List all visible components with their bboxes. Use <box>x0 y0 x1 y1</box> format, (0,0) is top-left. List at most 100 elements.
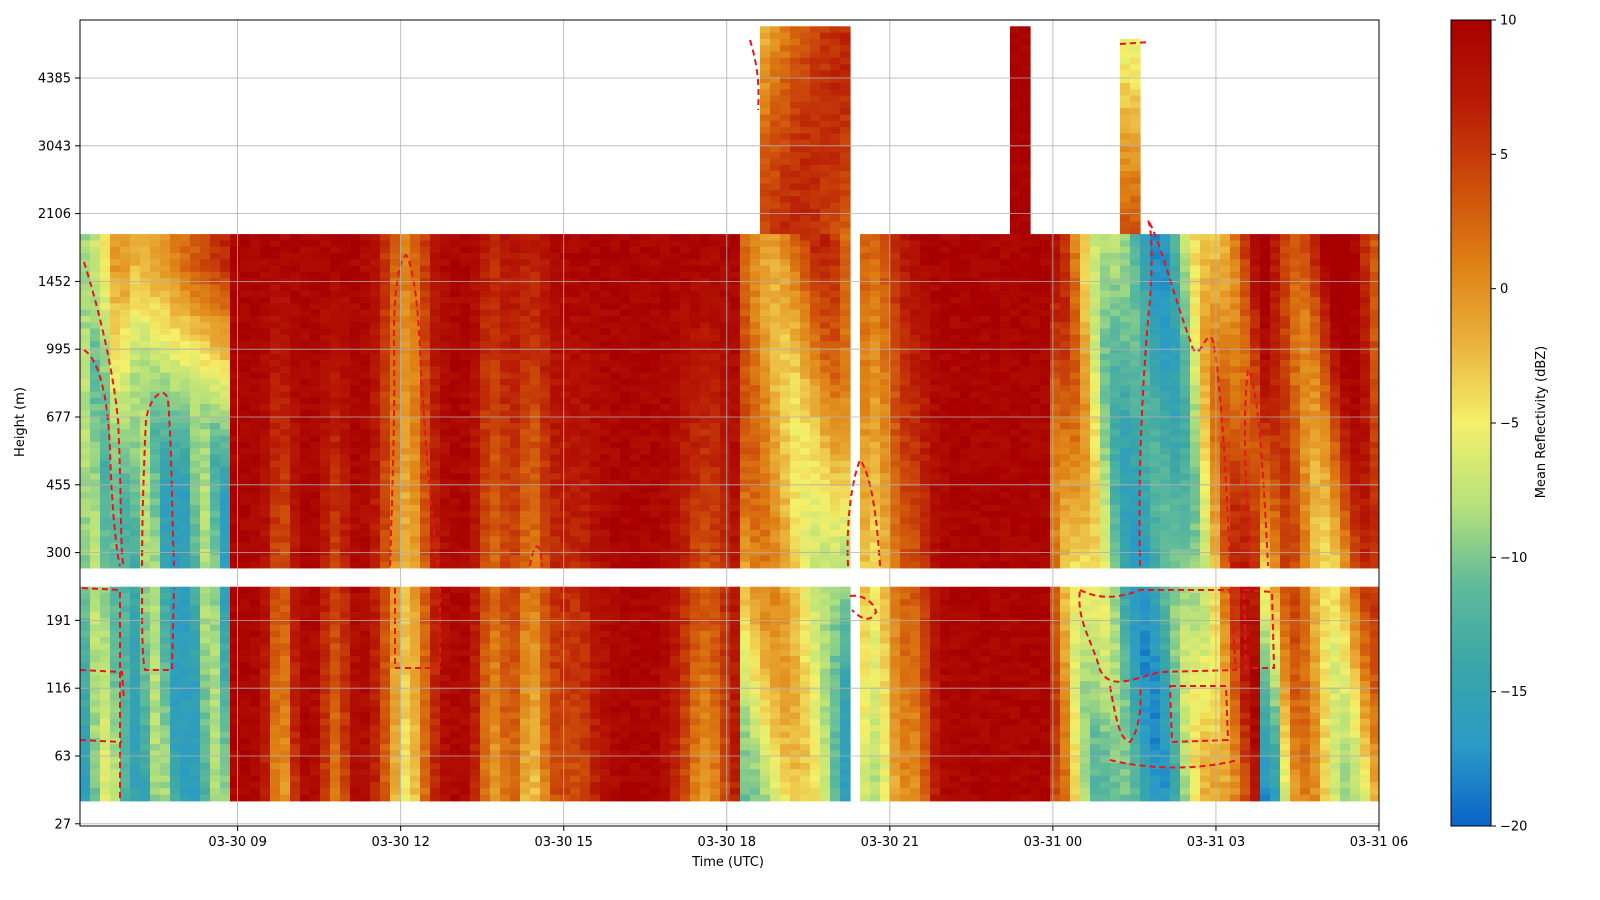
heatmap-cell <box>600 788 611 796</box>
heatmap-cell <box>100 655 111 663</box>
heatmap-cell <box>230 611 241 619</box>
heatmap-cell <box>410 378 421 386</box>
heatmap-cell <box>620 674 631 682</box>
heatmap-cell <box>630 404 641 412</box>
heatmap-cell <box>620 561 631 569</box>
heatmap-cell <box>210 706 221 714</box>
heatmap-cell <box>600 504 611 512</box>
heatmap-cell <box>340 530 351 537</box>
heatmap-cell <box>380 687 391 695</box>
heatmap-cell <box>230 498 241 506</box>
heatmap-cell <box>440 674 451 682</box>
heatmap-cell <box>400 341 411 349</box>
heatmap-cell <box>350 284 361 292</box>
heatmap-cell <box>380 372 391 380</box>
heatmap-cell <box>630 693 641 701</box>
heatmap-cell <box>190 416 201 424</box>
heatmap-cell <box>650 454 661 462</box>
heatmap-cell <box>600 360 611 367</box>
heatmap-cell <box>150 423 161 430</box>
heatmap-cell <box>400 410 411 418</box>
heatmap-cell <box>120 334 131 342</box>
heatmap-cell <box>310 611 321 619</box>
heatmap-cell <box>600 781 611 789</box>
heatmap-cell <box>190 423 201 430</box>
heatmap-cell <box>150 649 161 657</box>
heatmap-cell <box>610 252 621 260</box>
heatmap-cell <box>150 794 161 802</box>
heatmap-cell <box>220 706 231 714</box>
heatmap-cell <box>90 259 101 267</box>
heatmap-cell <box>190 259 201 267</box>
heatmap-cell <box>600 416 611 424</box>
heatmap-cell <box>260 372 271 380</box>
heatmap-cell <box>280 297 291 304</box>
heatmap-cell <box>590 561 601 569</box>
heatmap-cell <box>410 618 421 626</box>
heatmap-cell <box>440 378 451 386</box>
heatmap-cell <box>600 731 611 739</box>
heatmap-cell <box>480 391 491 399</box>
heatmap-cell <box>510 397 521 405</box>
heatmap-cell <box>400 334 411 342</box>
heatmap-cell <box>330 309 341 317</box>
heatmap-cell <box>280 712 291 720</box>
heatmap-cell <box>480 775 491 783</box>
heatmap-cell <box>640 794 651 802</box>
heatmap-cell <box>90 473 101 481</box>
heatmap-cell <box>620 410 631 418</box>
heatmap-cell <box>410 315 421 323</box>
heatmap-cell <box>520 504 531 512</box>
heatmap-cell <box>380 479 391 487</box>
heatmap-cell <box>320 769 331 777</box>
heatmap-cell <box>620 429 631 437</box>
heatmap-cell <box>100 530 111 537</box>
heatmap-cell <box>620 479 631 487</box>
heatmap-cell <box>100 240 111 248</box>
heatmap-cell <box>230 347 241 355</box>
heatmap-cell <box>180 334 191 342</box>
heatmap-cell <box>640 542 651 550</box>
heatmap-cell <box>310 498 321 506</box>
heatmap-cell <box>100 271 111 279</box>
heatmap-cell <box>220 586 231 594</box>
heatmap-cell <box>640 788 651 796</box>
heatmap-cell <box>180 265 191 273</box>
heatmap-cell <box>180 517 191 525</box>
heatmap-cell <box>230 605 241 613</box>
heatmap-cell <box>260 605 271 613</box>
heatmap-cell <box>230 655 241 663</box>
heatmap-cell <box>390 718 401 726</box>
heatmap-cell <box>80 794 91 802</box>
heatmap-cell <box>550 643 561 651</box>
heatmap-cell <box>560 681 571 689</box>
heatmap-cell <box>520 423 531 430</box>
heatmap-cell <box>220 460 231 468</box>
heatmap-cell <box>490 366 501 374</box>
heatmap-cell <box>590 794 601 802</box>
heatmap-cell <box>580 781 591 789</box>
heatmap-cell <box>610 718 621 726</box>
heatmap-cell <box>450 618 461 626</box>
heatmap-cell <box>380 712 391 720</box>
heatmap-cell <box>220 334 231 342</box>
heatmap-cell <box>270 435 281 443</box>
heatmap-cell <box>490 718 501 726</box>
heatmap-cell <box>590 511 601 519</box>
heatmap-cell <box>120 681 131 689</box>
heatmap-cell <box>410 511 421 519</box>
heatmap-cell <box>300 492 311 500</box>
heatmap-cell <box>580 467 591 474</box>
heatmap-cell <box>560 561 571 569</box>
heatmap-cell <box>90 485 101 493</box>
heatmap-cell <box>350 781 361 789</box>
heatmap-cell <box>270 624 281 632</box>
heatmap-cell <box>450 240 461 248</box>
heatmap-cell <box>80 643 91 651</box>
heatmap-cell <box>290 435 301 443</box>
heatmap-cell <box>640 599 651 607</box>
heatmap-cell <box>170 454 181 462</box>
heatmap-cell <box>100 284 111 292</box>
heatmap-cell <box>360 290 371 298</box>
heatmap-cell <box>350 492 361 500</box>
